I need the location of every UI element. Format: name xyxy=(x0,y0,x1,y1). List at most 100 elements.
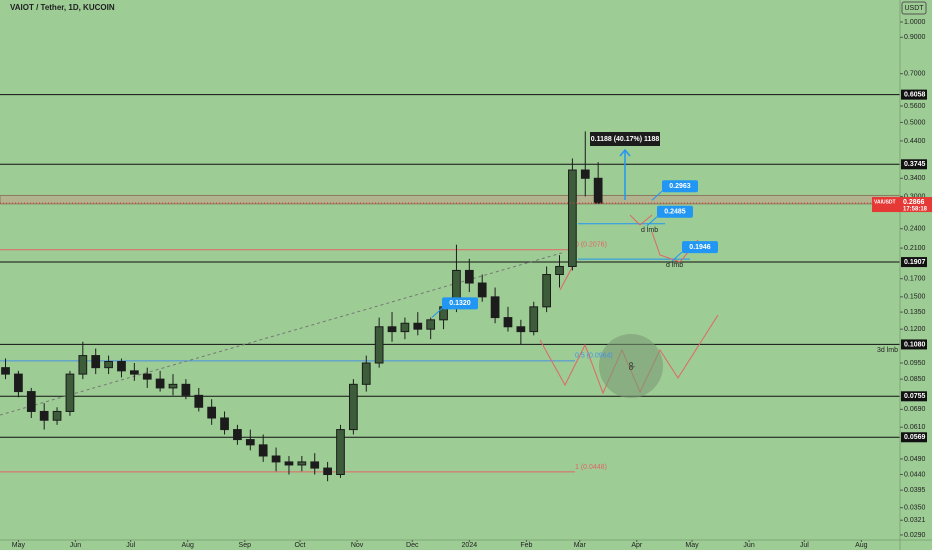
callout-box xyxy=(662,180,698,193)
x-tick-label: Aug xyxy=(855,542,868,549)
level-box xyxy=(901,339,927,350)
currency-box xyxy=(901,1,927,15)
measure-arrow xyxy=(619,148,631,157)
level-box xyxy=(901,432,927,443)
x-tick-label: Mar xyxy=(574,542,587,549)
candle-body xyxy=(117,360,126,372)
y-tick-label: 0.0490 xyxy=(904,456,926,463)
y-tick-label: 0.1700 xyxy=(904,276,926,283)
candle-body xyxy=(258,444,268,457)
level-label: 0.0755 xyxy=(904,393,926,400)
fib-label: 1 (0.0448) xyxy=(575,464,607,471)
candle-body xyxy=(387,326,397,333)
fib-label: 0 (0.2076) xyxy=(575,242,607,249)
x-tick-label: Feb xyxy=(520,542,532,549)
y-tick-label: 0.0395 xyxy=(904,487,926,494)
fib-label: 0.5 (0.0964) xyxy=(575,353,613,360)
candle-body xyxy=(26,391,36,412)
candle-body xyxy=(555,265,564,276)
note: 3d lmb xyxy=(877,347,898,354)
y-tick-label: 1.0000 xyxy=(904,19,926,26)
price-tag xyxy=(872,197,932,213)
callout-line xyxy=(651,190,663,201)
candle-body xyxy=(529,306,539,333)
candle-body xyxy=(464,269,474,284)
price-label: 0.2866 xyxy=(903,199,925,206)
projection xyxy=(629,214,653,226)
y-tick-label: 0.0690 xyxy=(904,406,926,413)
x-tick-label: May xyxy=(685,542,699,549)
callout-label: 0.2963 xyxy=(669,183,691,190)
callout-box xyxy=(682,241,718,254)
x-tick-label: 2024 xyxy=(462,542,478,549)
candle-body xyxy=(284,461,294,466)
y-tick-label: 0.0350 xyxy=(904,505,926,512)
candle-body xyxy=(1,367,10,375)
y-tick-label: 0.3400 xyxy=(904,175,926,182)
y-tick-label: 0.0850 xyxy=(904,376,926,383)
y-tick-label: 0.1500 xyxy=(904,294,926,301)
y-tick-label: 0.0321 xyxy=(904,517,926,524)
candle-body xyxy=(245,439,255,446)
level-box xyxy=(901,159,927,170)
callout-line xyxy=(671,251,683,262)
candle-body xyxy=(413,322,423,330)
x-tick-label: Jun xyxy=(743,542,754,549)
y-tick-label: 0.1200 xyxy=(904,326,926,333)
level-box xyxy=(901,391,927,402)
level-label: 0.6058 xyxy=(904,91,926,98)
trend-line xyxy=(0,251,566,416)
candle-body xyxy=(336,429,345,476)
candle-body xyxy=(310,461,320,469)
candle-body xyxy=(361,362,371,385)
callout-label: 0.1946 xyxy=(689,244,711,251)
level-box xyxy=(901,257,927,268)
candle-body xyxy=(568,169,577,267)
x-tick-label: Aug xyxy=(181,542,194,549)
candle-body xyxy=(323,467,332,476)
candle-body xyxy=(129,370,139,375)
price-time: 17:58:18 xyxy=(903,207,928,213)
candle-body xyxy=(580,169,590,179)
candle-body xyxy=(271,455,281,463)
candle-body xyxy=(104,360,113,369)
candle-body xyxy=(155,378,165,389)
note: d lmb xyxy=(666,262,683,269)
ob-zone xyxy=(599,334,663,398)
y-tick-label: 0.9000 xyxy=(904,34,926,41)
measure-label: 0.1188 (40.17%) 1188 xyxy=(591,136,660,143)
candle-body xyxy=(477,282,487,298)
level-label: 0.0569 xyxy=(904,434,926,441)
currency: USDT xyxy=(904,5,924,12)
candle-body xyxy=(297,461,307,466)
candle-body xyxy=(194,394,204,408)
level-box xyxy=(901,89,927,100)
callout-box xyxy=(657,205,693,218)
y-tick-label: 0.2400 xyxy=(904,226,926,233)
y-tick-label: 0.0440 xyxy=(904,471,926,478)
candle-body xyxy=(52,410,62,421)
candle-body xyxy=(91,355,101,369)
y-tick-label: 0.1350 xyxy=(904,309,926,316)
x-tick-label: Apr xyxy=(631,542,643,549)
x-tick-label: Jul xyxy=(800,542,809,549)
candle-body xyxy=(39,410,49,421)
candle-body xyxy=(181,383,191,396)
x-tick-label: Jul xyxy=(126,542,135,549)
candle-body xyxy=(593,177,603,204)
callout-label: 0.1320 xyxy=(449,300,471,307)
candle-body xyxy=(400,322,410,333)
y-tick-label: 0.4400 xyxy=(904,138,926,145)
y-tick-label: 0.5000 xyxy=(904,119,926,126)
x-tick-label: Oct xyxy=(295,542,306,549)
x-tick-label: Jun xyxy=(70,542,81,549)
candle-body xyxy=(233,429,242,441)
candle-body xyxy=(220,417,229,431)
y-tick-label: 0.7000 xyxy=(904,71,926,78)
note: d lmb xyxy=(641,227,658,234)
x-tick-label: Sep xyxy=(239,542,252,549)
x-tick-label: May xyxy=(12,542,26,549)
callout-label: 0.2485 xyxy=(664,209,686,216)
y-tick-label: 0.0610 xyxy=(904,424,926,431)
x-tick-label: Dec xyxy=(406,542,419,549)
